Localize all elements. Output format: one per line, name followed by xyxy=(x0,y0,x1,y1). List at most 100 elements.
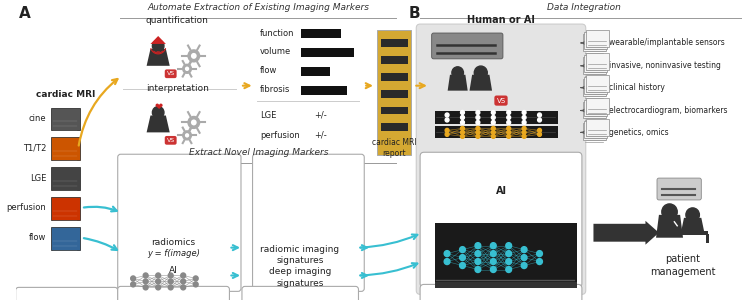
Circle shape xyxy=(444,259,450,265)
Circle shape xyxy=(523,130,526,134)
Bar xyxy=(677,231,708,235)
Polygon shape xyxy=(146,116,170,132)
Circle shape xyxy=(523,110,526,114)
FancyBboxPatch shape xyxy=(586,98,609,114)
Circle shape xyxy=(476,126,480,130)
Bar xyxy=(51,227,80,250)
Text: genetics, omics: genetics, omics xyxy=(609,128,669,137)
FancyBboxPatch shape xyxy=(584,32,608,49)
Circle shape xyxy=(492,130,495,134)
Circle shape xyxy=(507,110,510,114)
Bar xyxy=(381,107,408,114)
Circle shape xyxy=(476,120,480,124)
FancyBboxPatch shape xyxy=(118,154,241,291)
Circle shape xyxy=(506,251,512,256)
Circle shape xyxy=(475,251,481,256)
Text: A: A xyxy=(19,6,30,21)
FancyBboxPatch shape xyxy=(118,286,229,301)
Circle shape xyxy=(507,126,510,130)
Text: quantification: quantification xyxy=(146,16,209,25)
Circle shape xyxy=(492,126,495,130)
Text: electrocardiogram, biomarkers: electrocardiogram, biomarkers xyxy=(609,106,728,115)
Circle shape xyxy=(445,132,449,136)
Text: function: function xyxy=(260,29,295,38)
Circle shape xyxy=(490,259,496,265)
Circle shape xyxy=(523,120,526,124)
Circle shape xyxy=(193,276,198,281)
Circle shape xyxy=(476,110,480,114)
Text: ❤: ❤ xyxy=(154,101,162,112)
Bar xyxy=(381,73,408,81)
Circle shape xyxy=(168,285,173,290)
Circle shape xyxy=(182,64,192,73)
Circle shape xyxy=(130,276,136,281)
Circle shape xyxy=(143,273,148,278)
Circle shape xyxy=(476,130,480,134)
Circle shape xyxy=(156,273,161,278)
FancyBboxPatch shape xyxy=(584,121,608,138)
Circle shape xyxy=(507,130,510,134)
Text: flow: flow xyxy=(29,233,47,242)
Circle shape xyxy=(181,279,185,284)
FancyBboxPatch shape xyxy=(583,57,606,74)
Bar xyxy=(301,48,354,57)
Circle shape xyxy=(506,243,512,249)
Circle shape xyxy=(461,126,464,130)
Circle shape xyxy=(476,116,480,119)
Text: AI: AI xyxy=(495,186,507,196)
Circle shape xyxy=(452,67,464,79)
Circle shape xyxy=(191,53,197,59)
Circle shape xyxy=(152,40,164,52)
Text: wearable/implantable sensors: wearable/implantable sensors xyxy=(609,39,725,48)
Text: VS: VS xyxy=(167,138,175,143)
Polygon shape xyxy=(448,75,467,91)
Circle shape xyxy=(475,259,481,265)
Text: Extract Novel Imaging Markers: Extract Novel Imaging Markers xyxy=(188,148,328,157)
Text: patient
management: patient management xyxy=(650,254,716,278)
FancyBboxPatch shape xyxy=(377,30,412,155)
Circle shape xyxy=(461,134,464,138)
Bar xyxy=(301,86,347,95)
Text: LGE: LGE xyxy=(30,174,47,183)
Circle shape xyxy=(490,243,496,249)
Circle shape xyxy=(521,247,527,253)
Circle shape xyxy=(490,266,496,272)
Text: +/-: +/- xyxy=(314,131,327,140)
Circle shape xyxy=(193,282,198,287)
Text: cardiac MRI: cardiac MRI xyxy=(36,90,96,99)
Text: clinical history: clinical history xyxy=(609,83,665,92)
Circle shape xyxy=(461,116,464,119)
FancyBboxPatch shape xyxy=(586,119,609,136)
Text: y = f(image): y = f(image) xyxy=(147,249,200,258)
Circle shape xyxy=(538,132,541,136)
Circle shape xyxy=(130,282,136,287)
Circle shape xyxy=(475,266,481,272)
Circle shape xyxy=(185,67,189,71)
Text: VS: VS xyxy=(167,71,175,76)
Circle shape xyxy=(152,107,164,119)
Text: VS: VS xyxy=(496,98,506,104)
Text: radiomics: radiomics xyxy=(152,238,195,247)
Circle shape xyxy=(521,255,527,261)
Bar xyxy=(51,137,80,160)
Polygon shape xyxy=(470,75,492,91)
Circle shape xyxy=(523,126,526,130)
Text: perfusion: perfusion xyxy=(260,131,300,140)
Circle shape xyxy=(538,118,541,122)
Bar xyxy=(434,223,577,284)
Text: Human or AI: Human or AI xyxy=(467,15,535,25)
Text: LGE: LGE xyxy=(260,111,277,120)
Polygon shape xyxy=(151,36,166,44)
Circle shape xyxy=(474,66,487,79)
Circle shape xyxy=(461,110,464,114)
FancyBboxPatch shape xyxy=(242,286,358,301)
Circle shape xyxy=(156,285,161,290)
Text: interpretation: interpretation xyxy=(146,84,209,93)
Bar xyxy=(434,110,558,124)
Bar xyxy=(301,67,329,76)
Circle shape xyxy=(538,113,541,117)
FancyArrow shape xyxy=(593,221,659,245)
Circle shape xyxy=(490,251,496,256)
Circle shape xyxy=(460,247,465,253)
Circle shape xyxy=(492,120,495,124)
